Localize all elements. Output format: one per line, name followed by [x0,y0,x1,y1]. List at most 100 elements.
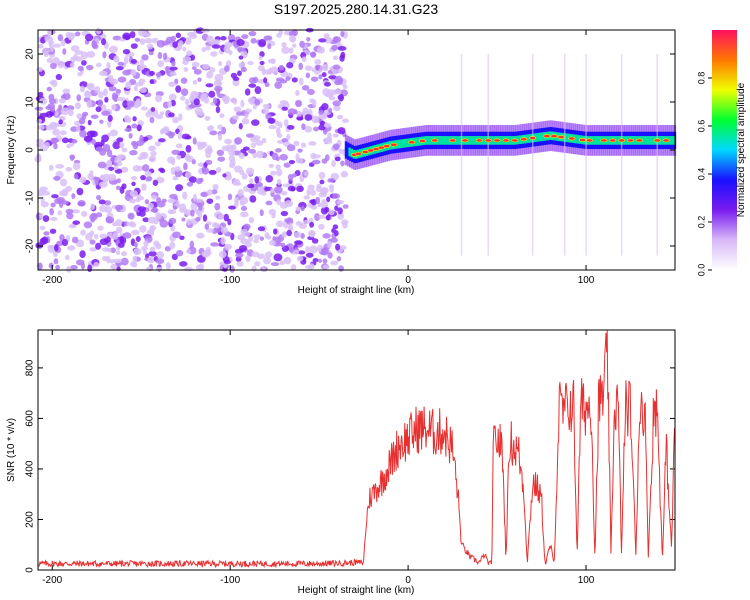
spectrogram-band-inner [651,136,655,145]
spectrogram-peak-marker [520,137,528,142]
spectrogram-noise-blob [219,113,225,119]
spectrogram-noise-blob [233,115,239,120]
spectrogram-noise-blob [57,60,65,69]
spectrogram-noise-blob [110,263,118,270]
spectrogram-noise-blob [236,38,245,47]
spectrogram-noise-blob [44,141,50,149]
spectrogram-band-inner [536,133,539,142]
snr-x-tick-label: -100 [220,575,240,586]
spectrogram-noise-blob [217,124,223,130]
spectrogram-noise-blob [305,245,310,253]
spectrogram-noise-blob [99,238,109,246]
spectrogram-noise-blob [264,232,270,239]
colorbar-tick-label: 0.4 [696,168,706,181]
spectrogram-band-inner [429,136,433,145]
spectrogram-noise-blob [317,258,323,263]
spectrogram-noise-blob [242,146,250,151]
spectrogram-noise-blob [307,88,315,96]
spectrogram-y-tick-label: 20 [25,48,36,60]
spectrogram-noise-blob [270,188,275,193]
spectrogram-noise-blob [211,44,221,49]
spectrogram-noise-blob [238,245,248,252]
spectrogram-noise-blob [323,206,330,213]
spectrogram-noise-blob [175,32,182,39]
spectrogram-band-inner [467,136,471,145]
spectrogram-noise-blob [95,212,103,218]
spectrogram-noise-blob [275,148,282,153]
spectrogram-noise-blob [180,77,188,84]
spectrogram-noise-blob [107,77,115,83]
spectrogram-noise-blob [314,70,321,75]
spectrogram-noise-blob [98,181,108,188]
spectrogram-peak-marker [511,138,519,143]
spectrogram-noise-blob [193,98,200,106]
spectrogram-noise-blob [323,122,332,128]
spectrogram-noise-blob [206,71,214,79]
spectrogram-noise-blob [101,110,111,116]
spectrogram-noise-blob [121,183,127,190]
spectrogram-noise-blob [268,163,274,168]
spectrogram-noise-blob [334,156,341,162]
spectrogram-noise-blob [243,223,251,230]
spectrogram-noise-blob [104,200,112,206]
spectrogram-noise-blob [128,198,136,204]
spectrogram-noise-blob [110,247,116,254]
spectrogram-peak-marker [529,136,537,140]
spectrogram-noise-blob [265,200,273,206]
spectrogram-noise-blob [184,266,193,272]
spectrogram-band-inner [508,136,512,145]
spectrogram-noise-blob [236,261,244,267]
spectrogram-noise-blob [188,104,197,109]
spectrogram-noise-blob [216,81,223,86]
spectrogram-noise-blob [81,60,87,66]
spectrogram-band-inner [645,136,648,145]
spectrogram-noise-blob [117,242,125,248]
spectrogram-noise-blob [212,97,218,105]
spectrogram-noise-blob [49,207,54,216]
spectrogram-noise-blob [133,248,142,255]
spectrogram-band-inner [660,136,663,145]
spectrogram-noise-blob [324,82,331,87]
spectrogram-noise-blob [308,245,318,254]
spectrogram-noise-blob [110,154,115,163]
spectrogram-noise-blob [249,137,259,143]
spectrogram-noise-blob [295,206,302,212]
spectrogram-noise-blob [202,214,208,222]
spectrogram-noise-blob [281,231,288,238]
spectrogram-peak-marker [568,136,576,141]
spectrogram-noise-blob [128,132,133,139]
spectrogram-noise-blob [272,228,278,235]
spectrogram-noise-blob [52,128,60,136]
spectrogram-streak [620,54,623,256]
spectrogram-streak [585,54,587,256]
spectrogram-noise-blob [206,35,214,44]
spectrogram-band-inner [440,136,443,145]
spectrogram-noise-blob [337,127,346,135]
spectrogram-noise-blob [318,214,326,219]
spectrogram-noise-blob [332,55,339,60]
spectrogram-noise-blob [259,209,264,217]
spectrogram-noise-blob [284,200,294,208]
spectrogram-noise-blob [70,154,75,162]
spectrogram-noise-blob [278,29,283,36]
spectrogram-noise-blob [66,212,74,220]
spectrogram-noise-blob [214,73,224,82]
spectrogram-noise-blob [65,254,70,261]
spectrogram-y-tick-label: 10 [25,96,36,108]
spectrogram-noise-blob [234,199,239,208]
spectrogram-noise-blob [286,133,291,141]
spectrogram-noise-blob [52,43,62,48]
spectrogram-noise-blob [131,123,138,129]
spectrogram-noise-blob [83,221,93,229]
spectrogram-peak-marker [618,138,626,143]
spectrogram-noise-blob [192,80,198,85]
spectrogram-noise-blob [229,159,236,166]
spectrogram-noise-blob [332,89,342,95]
spectrogram-noise-blob [190,209,195,217]
spectrogram-noise-blob [197,111,205,116]
spectrogram-noise-blob [102,88,108,97]
spectrogram-noise-blob [241,173,248,180]
spectrogram-noise-blob [53,258,59,265]
spectrogram-noise-blob [178,203,187,212]
spectrogram-noise-blob [101,255,108,262]
